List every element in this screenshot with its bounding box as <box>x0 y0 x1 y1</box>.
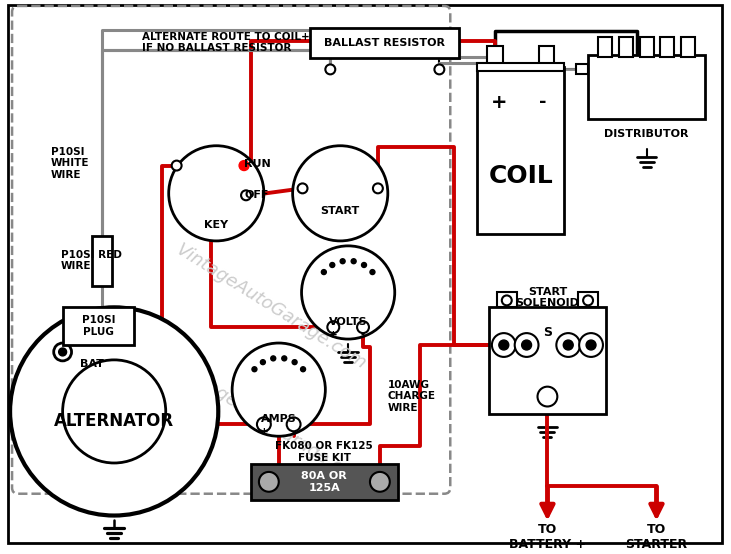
Circle shape <box>10 307 219 516</box>
Circle shape <box>556 333 580 357</box>
Text: OFF: OFF <box>244 191 268 201</box>
Circle shape <box>501 295 512 305</box>
FancyBboxPatch shape <box>92 236 112 285</box>
Circle shape <box>583 295 593 305</box>
Circle shape <box>292 360 297 365</box>
Circle shape <box>239 161 249 171</box>
FancyBboxPatch shape <box>477 68 564 234</box>
Text: DISTRIBUTOR: DISTRIBUTOR <box>605 129 689 139</box>
FancyBboxPatch shape <box>487 45 503 68</box>
FancyBboxPatch shape <box>489 307 606 414</box>
Text: TO
STARTER: TO STARTER <box>626 524 688 551</box>
FancyBboxPatch shape <box>8 5 722 543</box>
FancyBboxPatch shape <box>63 307 134 345</box>
Text: VOLTS: VOLTS <box>329 317 368 327</box>
Circle shape <box>330 263 335 268</box>
FancyBboxPatch shape <box>251 464 398 500</box>
Circle shape <box>325 64 336 74</box>
FancyBboxPatch shape <box>311 28 459 58</box>
FancyBboxPatch shape <box>477 64 564 71</box>
Circle shape <box>586 340 596 350</box>
Circle shape <box>257 417 270 431</box>
Text: ALTERNATE ROUTE TO COIL+
IF NO BALLAST RESISTOR: ALTERNATE ROUTE TO COIL+ IF NO BALLAST R… <box>142 32 310 53</box>
Circle shape <box>241 191 251 200</box>
Circle shape <box>281 356 287 361</box>
Circle shape <box>370 472 390 492</box>
Text: TO
BATTERY +: TO BATTERY + <box>509 524 586 551</box>
Circle shape <box>259 472 279 492</box>
Text: KEY: KEY <box>204 220 228 230</box>
Circle shape <box>298 183 308 193</box>
Circle shape <box>169 146 264 241</box>
Circle shape <box>260 360 265 365</box>
Text: BAT: BAT <box>80 359 105 369</box>
Circle shape <box>515 333 539 357</box>
Circle shape <box>322 270 326 275</box>
Text: START
SOLENOID: START SOLENOID <box>515 286 580 308</box>
Circle shape <box>53 343 72 361</box>
Circle shape <box>340 259 345 264</box>
Circle shape <box>434 64 444 74</box>
Text: VintageAutoGarage.com: VintageAutoGarage.com <box>173 241 369 373</box>
Text: -: - <box>292 427 296 437</box>
Circle shape <box>492 333 515 357</box>
Circle shape <box>327 321 339 333</box>
Text: -: - <box>361 330 366 340</box>
Circle shape <box>564 340 573 350</box>
Text: ALTERNATOR: ALTERNATOR <box>54 412 174 430</box>
Text: -: - <box>539 93 546 111</box>
Text: AMPS: AMPS <box>261 414 297 424</box>
Circle shape <box>63 360 166 463</box>
FancyBboxPatch shape <box>576 64 588 74</box>
Text: +: + <box>329 330 338 340</box>
FancyBboxPatch shape <box>497 293 517 307</box>
FancyBboxPatch shape <box>578 293 598 307</box>
Text: 10AWG
CHARGE
WIRE: 10AWG CHARGE WIRE <box>388 379 436 413</box>
Text: FK080 OR FK125
FUSE KIT: FK080 OR FK125 FUSE KIT <box>276 442 374 463</box>
Circle shape <box>232 343 325 436</box>
Circle shape <box>300 367 306 372</box>
Circle shape <box>499 340 509 350</box>
Text: START: START <box>321 206 360 216</box>
Circle shape <box>373 183 383 193</box>
Circle shape <box>579 333 603 357</box>
Text: +: + <box>491 93 507 111</box>
Text: COIL: COIL <box>488 163 553 188</box>
Circle shape <box>537 387 557 407</box>
FancyBboxPatch shape <box>681 37 695 57</box>
FancyBboxPatch shape <box>640 37 654 57</box>
Circle shape <box>172 161 181 171</box>
FancyBboxPatch shape <box>598 37 612 57</box>
Circle shape <box>270 356 276 361</box>
Circle shape <box>522 340 531 350</box>
Circle shape <box>357 321 369 333</box>
Text: BALLAST RESISTOR: BALLAST RESISTOR <box>325 38 445 48</box>
Text: P10SI
PLUG: P10SI PLUG <box>82 315 115 337</box>
FancyBboxPatch shape <box>619 37 633 57</box>
Circle shape <box>252 367 257 372</box>
Circle shape <box>292 146 388 241</box>
Text: P10SI RED
WIRE: P10SI RED WIRE <box>61 250 121 271</box>
Circle shape <box>362 263 366 268</box>
Circle shape <box>287 417 300 431</box>
Text: VintageAutoGarage.com: VintageAutoGarage.com <box>173 360 369 493</box>
Circle shape <box>302 246 395 339</box>
Text: P10SI
WHITE
WIRE: P10SI WHITE WIRE <box>50 147 89 180</box>
Circle shape <box>351 259 356 264</box>
Text: 80A OR
125A: 80A OR 125A <box>301 471 347 493</box>
Text: RUN: RUN <box>244 158 270 168</box>
FancyBboxPatch shape <box>660 37 674 57</box>
FancyBboxPatch shape <box>588 54 705 119</box>
FancyBboxPatch shape <box>539 45 554 68</box>
Circle shape <box>370 270 375 275</box>
Text: +: + <box>260 427 268 437</box>
Circle shape <box>58 348 67 356</box>
Text: S: S <box>543 326 552 338</box>
